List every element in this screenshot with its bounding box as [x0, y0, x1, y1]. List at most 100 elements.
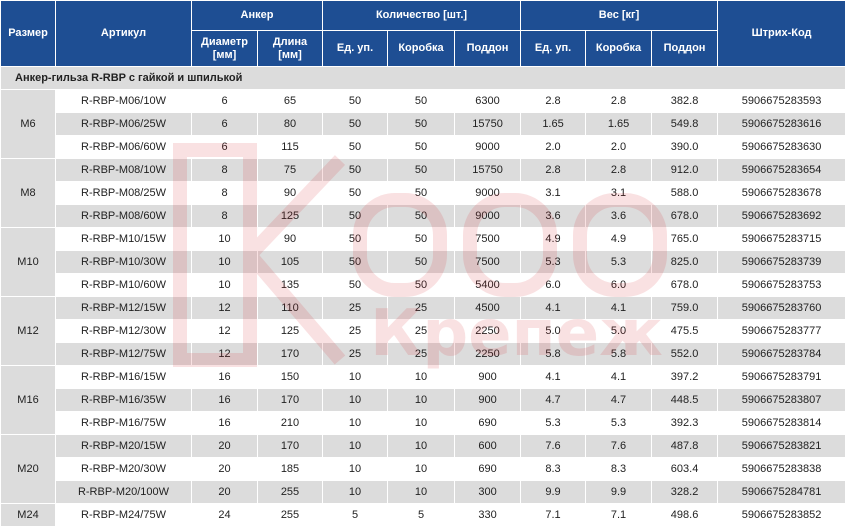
cell-qty-box: 10: [388, 481, 455, 504]
cell-qty-box: 50: [388, 136, 455, 159]
cell-qty-unit: 50: [323, 205, 388, 228]
cell-article: R-RBP-M24/75W: [56, 504, 192, 527]
header-weight-box: Коробка: [586, 31, 652, 67]
cell-article: R-RBP-M12/15W: [56, 297, 192, 320]
cell-w-unit: 1.65: [521, 113, 586, 136]
cell-w-pallet: 759.0: [652, 297, 718, 320]
cell-qty-box: 50: [388, 228, 455, 251]
cell-qty-unit: 50: [323, 136, 388, 159]
cell-length: 185: [258, 458, 323, 481]
cell-qty-unit: 50: [323, 182, 388, 205]
cell-qty-unit: 10: [323, 412, 388, 435]
cell-qty-pallet: 690: [455, 458, 521, 481]
cell-w-unit: 5.8: [521, 343, 586, 366]
cell-article: R-RBP-M16/75W: [56, 412, 192, 435]
cell-qty-unit: 50: [323, 159, 388, 182]
cell-diameter: 12: [192, 343, 258, 366]
cell-w-pallet: 765.0: [652, 228, 718, 251]
cell-barcode: 5906675283814: [718, 412, 845, 435]
cell-size: M12: [1, 297, 56, 366]
cell-length: 170: [258, 343, 323, 366]
cell-w-unit: 5.0: [521, 320, 586, 343]
cell-qty-box: 50: [388, 113, 455, 136]
cell-qty-pallet: 900: [455, 389, 521, 412]
cell-w-unit: 4.1: [521, 366, 586, 389]
cell-w-box: 4.1: [586, 366, 652, 389]
cell-qty-box: 25: [388, 343, 455, 366]
cell-qty-pallet: 2250: [455, 343, 521, 366]
cell-article: R-RBP-M16/35W: [56, 389, 192, 412]
cell-w-box: 3.1: [586, 182, 652, 205]
cell-qty-pallet: 2250: [455, 320, 521, 343]
cell-qty-unit: 10: [323, 389, 388, 412]
cell-diameter: 16: [192, 412, 258, 435]
cell-diameter: 12: [192, 320, 258, 343]
cell-w-box: 2.8: [586, 90, 652, 113]
cell-w-unit: 8.3: [521, 458, 586, 481]
cell-w-pallet: 392.3: [652, 412, 718, 435]
cell-barcode: 5906675283654: [718, 159, 845, 182]
cell-diameter: 6: [192, 90, 258, 113]
cell-diameter: 10: [192, 251, 258, 274]
cell-diameter: 6: [192, 113, 258, 136]
cell-w-pallet: 397.2: [652, 366, 718, 389]
cell-size: M8: [1, 159, 56, 228]
cell-barcode: 5906675283784: [718, 343, 845, 366]
cell-qty-box: 10: [388, 389, 455, 412]
cell-barcode: 5906675283715: [718, 228, 845, 251]
section-title: Анкер-гильза R-RBP с гайкой и шпилькой: [1, 67, 845, 90]
cell-qty-box: 50: [388, 159, 455, 182]
cell-qty-pallet: 9000: [455, 182, 521, 205]
cell-qty-pallet: 15750: [455, 159, 521, 182]
cell-article: R-RBP-M20/100W: [56, 481, 192, 504]
cell-qty-unit: 10: [323, 366, 388, 389]
cell-barcode: 5906675283791: [718, 366, 845, 389]
cell-length: 255: [258, 504, 323, 527]
cell-qty-pallet: 15750: [455, 113, 521, 136]
cell-length: 110: [258, 297, 323, 320]
cell-qty-unit: 10: [323, 435, 388, 458]
cell-article: R-RBP-M16/15W: [56, 366, 192, 389]
cell-w-box: 4.7: [586, 389, 652, 412]
cell-w-unit: 4.1: [521, 297, 586, 320]
cell-qty-pallet: 900: [455, 366, 521, 389]
table-body: Анкер-гильза R-RBP с гайкой и шпилькой M…: [1, 67, 845, 527]
header-diameter: Диаметр[мм]: [192, 31, 258, 67]
cell-qty-unit: 50: [323, 90, 388, 113]
header-article: Артикул: [56, 1, 192, 67]
cell-length: 80: [258, 113, 323, 136]
cell-size: M10: [1, 228, 56, 297]
cell-length: 90: [258, 228, 323, 251]
cell-w-pallet: 448.5: [652, 389, 718, 412]
cell-w-unit: 3.6: [521, 205, 586, 228]
cell-w-box: 8.3: [586, 458, 652, 481]
cell-article: R-RBP-M10/30W: [56, 251, 192, 274]
cell-w-box: 2.0: [586, 136, 652, 159]
cell-qty-box: 10: [388, 435, 455, 458]
cell-qty-box: 50: [388, 251, 455, 274]
cell-qty-box: 5: [388, 504, 455, 527]
cell-barcode: 5906675283838: [718, 458, 845, 481]
cell-article: R-RBP-M06/60W: [56, 136, 192, 159]
cell-diameter: 16: [192, 389, 258, 412]
cell-diameter: 16: [192, 366, 258, 389]
cell-qty-box: 10: [388, 366, 455, 389]
header-length: Длина[мм]: [258, 31, 323, 67]
cell-w-box: 5.8: [586, 343, 652, 366]
cell-barcode: 5906675283678: [718, 182, 845, 205]
cell-w-unit: 4.7: [521, 389, 586, 412]
cell-qty-pallet: 600: [455, 435, 521, 458]
cell-qty-pallet: 4500: [455, 297, 521, 320]
cell-w-unit: 2.0: [521, 136, 586, 159]
cell-length: 90: [258, 182, 323, 205]
cell-length: 125: [258, 320, 323, 343]
cell-w-box: 4.9: [586, 228, 652, 251]
cell-length: 170: [258, 389, 323, 412]
cell-qty-box: 25: [388, 320, 455, 343]
